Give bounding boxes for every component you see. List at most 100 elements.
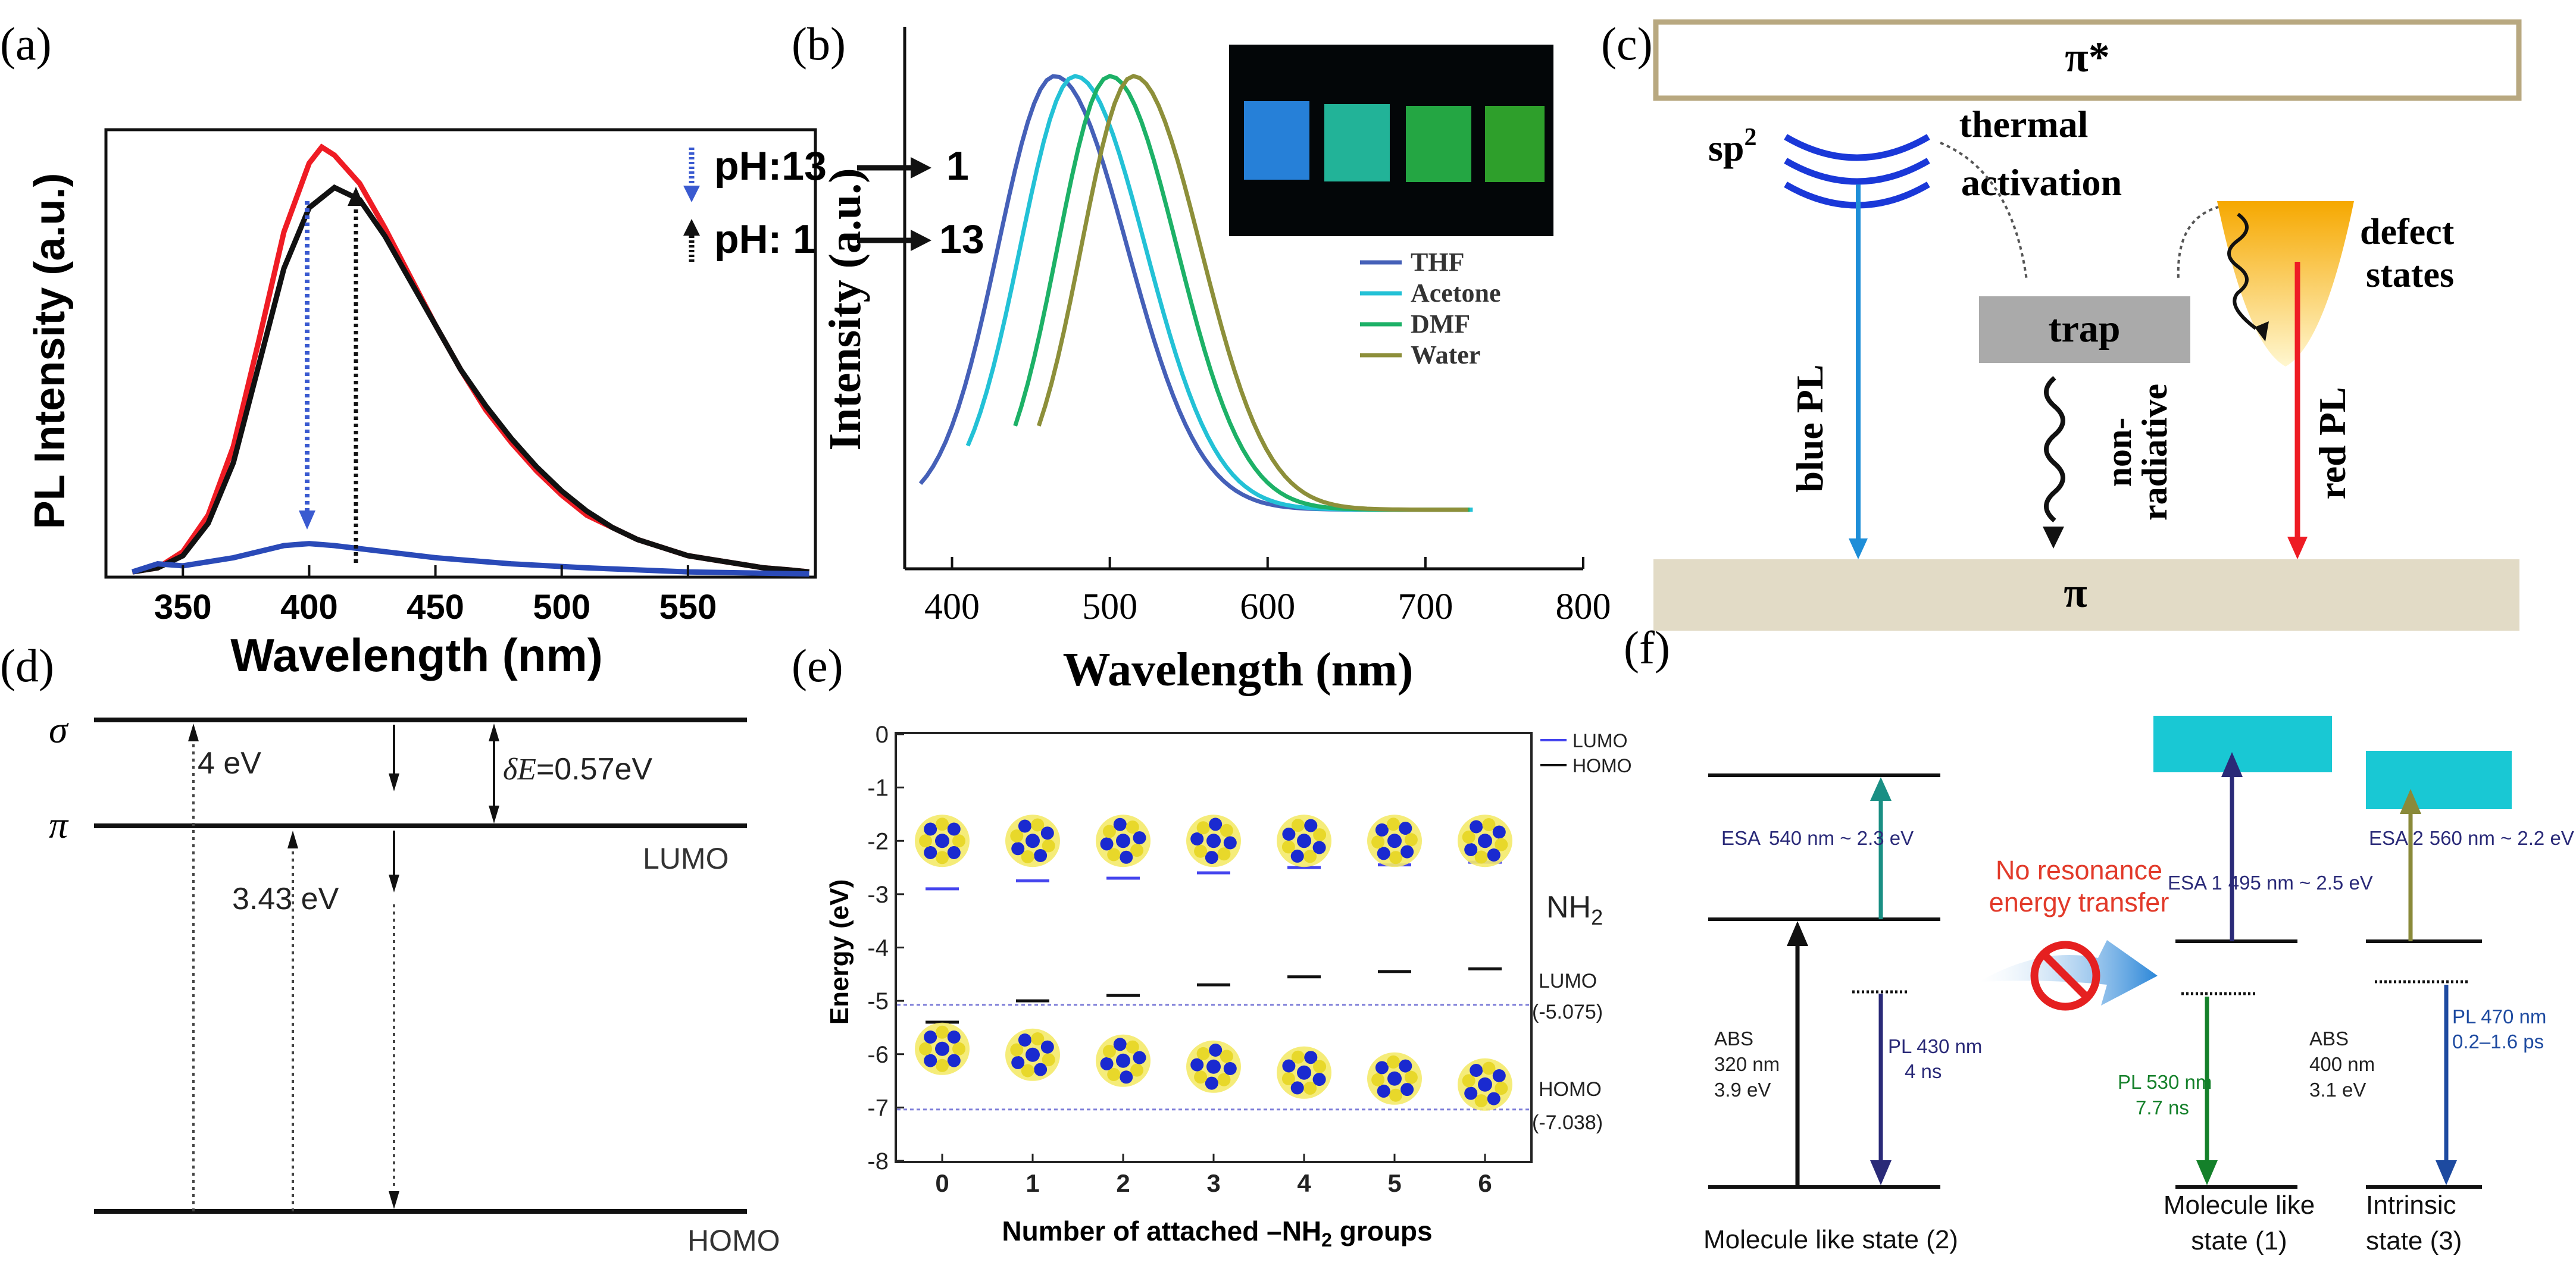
- x-tick-label: 2: [1116, 1169, 1130, 1197]
- arrow-4ev-head-icon: [188, 724, 199, 741]
- down-arrow-2-head-icon: [389, 875, 399, 892]
- x-tick-label: 3: [1206, 1169, 1220, 1197]
- vial-acetone: [1324, 104, 1390, 181]
- defect-arrow-head-icon: [2255, 321, 2269, 342]
- label-343ev: 3.43 eV: [232, 882, 339, 916]
- panel-d: (d) σ π LUMO HOMO 4 eV 3.43 eV δE=0.57eV: [0, 640, 780, 1257]
- series-line-water: [1036, 74, 1468, 512]
- no-resonance-line1: No resonance: [1996, 855, 2162, 885]
- abs2-energy: 3.1 eV: [2309, 1079, 2366, 1101]
- x-tick-label: 800: [1556, 587, 1611, 627]
- arrow-right-icon: [911, 157, 931, 178]
- pl3-time: 0.2–1.6 ps: [2452, 1031, 2544, 1053]
- y-tick-label: -3: [867, 882, 889, 908]
- arrow-head-up-icon: [683, 219, 700, 236]
- legend-label: Water: [1411, 340, 1480, 369]
- homo-orbital-glyph: [1005, 1028, 1060, 1081]
- legend-label: Acetone: [1411, 278, 1501, 308]
- panel-e-frame: [895, 732, 1533, 1163]
- x-tick-label: 600: [1240, 587, 1295, 627]
- annotation-13: 13: [939, 217, 984, 262]
- non-label: non-: [2099, 418, 2139, 487]
- trap-box: [1979, 296, 2190, 363]
- panel-a-plot: [132, 143, 809, 577]
- pi-band: [1653, 559, 2519, 631]
- arrow-head-down-icon: [683, 186, 700, 202]
- pl2-label: PL 530 nm: [2118, 1071, 2212, 1093]
- panel-e-xticks: 0 1 2 3 4 5 6: [935, 1154, 1492, 1197]
- non-radiative-arrow-head-icon: [2043, 527, 2064, 549]
- y-tick-label: -2: [867, 828, 889, 854]
- panel-e-plot: [897, 815, 1530, 1111]
- homo-ref-value: (-7.038): [1532, 1111, 1603, 1134]
- state2-caption: Molecule like state (2): [1703, 1225, 1958, 1254]
- no-symbol-slash: [2040, 951, 2090, 1001]
- homo-label-d: HOMO: [687, 1224, 780, 1257]
- panel-f-letter: (f): [1624, 622, 1670, 674]
- x-tick-label: 550: [659, 588, 717, 627]
- panel-f: (f) ESA 540 nm ~ 2.3 eV ABS 320 nm 3.9 eV…: [1624, 622, 2574, 1255]
- lumo-orbital-glyph: [1005, 815, 1060, 867]
- thermal-dotted-arrow-2: [2177, 204, 2227, 280]
- y-tick-label: -7: [867, 1095, 889, 1121]
- state3-caption-2: state (3): [2366, 1226, 2462, 1255]
- x-tick-label: 4: [1297, 1169, 1311, 1197]
- panel-b-letter: (b): [792, 18, 846, 70]
- panel-b-ylabel: Intensity (a.u.): [820, 168, 870, 450]
- trap-label: trap: [2049, 307, 2121, 350]
- pi-star-label: π*: [2065, 33, 2109, 81]
- defect-states-cone: [2217, 201, 2354, 367]
- blue-arrow-head-icon: [299, 510, 315, 530]
- homo-orbital-glyph: [1458, 1058, 1512, 1111]
- state3-caption-1: Intrinsic: [2366, 1191, 2456, 1220]
- y-tick-label: -4: [867, 935, 889, 961]
- annotation-ph-1: pH: 1: [714, 217, 815, 262]
- arrow-343ev-head-icon: [287, 831, 298, 848]
- legend-homo-label: HOMO: [1573, 755, 1632, 776]
- homo-orbital-glyph: [1186, 1040, 1241, 1093]
- delta-e-top-head-icon: [489, 724, 499, 741]
- x-tick-label: 450: [407, 588, 464, 627]
- x-tick-label: 400: [280, 588, 338, 627]
- homo-ref-label: HOMO: [1539, 1078, 1602, 1101]
- annotation-1: 1: [946, 143, 969, 189]
- thermal-dotted-arrow-1: [1940, 142, 2028, 280]
- pi-label: π: [2064, 569, 2087, 616]
- x-tick-label: 500: [533, 588, 590, 627]
- homo-orbital-glyph: [915, 1022, 970, 1075]
- homo-orbital-glyph: [1277, 1046, 1331, 1099]
- states-label: states: [2366, 255, 2454, 295]
- red-pl-arrow-head-icon: [2287, 537, 2308, 559]
- abs1-label: ABS: [1714, 1028, 1753, 1050]
- pl1-label: PL 430 nm: [1888, 1035, 1982, 1057]
- sigma-label: σ: [49, 709, 69, 751]
- nh2-label: NH2: [1546, 890, 1603, 929]
- lumo-ref-value: (-5.075): [1532, 1001, 1603, 1023]
- panel-a-letter: (a): [0, 18, 52, 70]
- esa-arrow-state2-head-icon: [1870, 777, 1892, 801]
- lumo-orbital-glyph: [1367, 815, 1422, 867]
- abs1-energy: 3.9 eV: [1714, 1079, 1771, 1101]
- y-tick-label: -1: [867, 775, 889, 801]
- x-tick-label: 700: [1398, 587, 1453, 627]
- pl3-label: PL 470 nm: [2452, 1006, 2546, 1028]
- thermal-label: thermal: [1959, 103, 2089, 145]
- panel-e-xlabel: Number of attached –NH2 groups: [1002, 1216, 1432, 1251]
- sp2-label: sp2: [1708, 124, 1757, 169]
- lumo-ref-label: LUMO: [1539, 970, 1597, 992]
- pl2-arrow-head-icon: [2196, 1160, 2218, 1185]
- panel-e-ylabel: Energy (eV): [825, 879, 854, 1025]
- panel-a-frame: [104, 128, 817, 579]
- panel-a-xlabel: Wavelength (nm): [230, 629, 602, 681]
- legend-lumo-label: LUMO: [1573, 730, 1627, 751]
- no-resonance-line2: energy transfer: [1989, 887, 2169, 917]
- homo-orbital-glyph: [1096, 1034, 1151, 1087]
- abs2-wavelength: 400 nm: [2309, 1053, 2375, 1075]
- y-tick-label: -8: [867, 1148, 889, 1174]
- panel-a: (a) 350 400 450 500 550 Wavelength (nm) PL I…: [0, 18, 984, 681]
- x-tick-label: 1: [1026, 1169, 1039, 1197]
- state1-caption-1: Molecule like: [2164, 1191, 2315, 1220]
- down-arrow-1-head-icon: [389, 773, 399, 791]
- defect-relax-wave: [2227, 212, 2257, 330]
